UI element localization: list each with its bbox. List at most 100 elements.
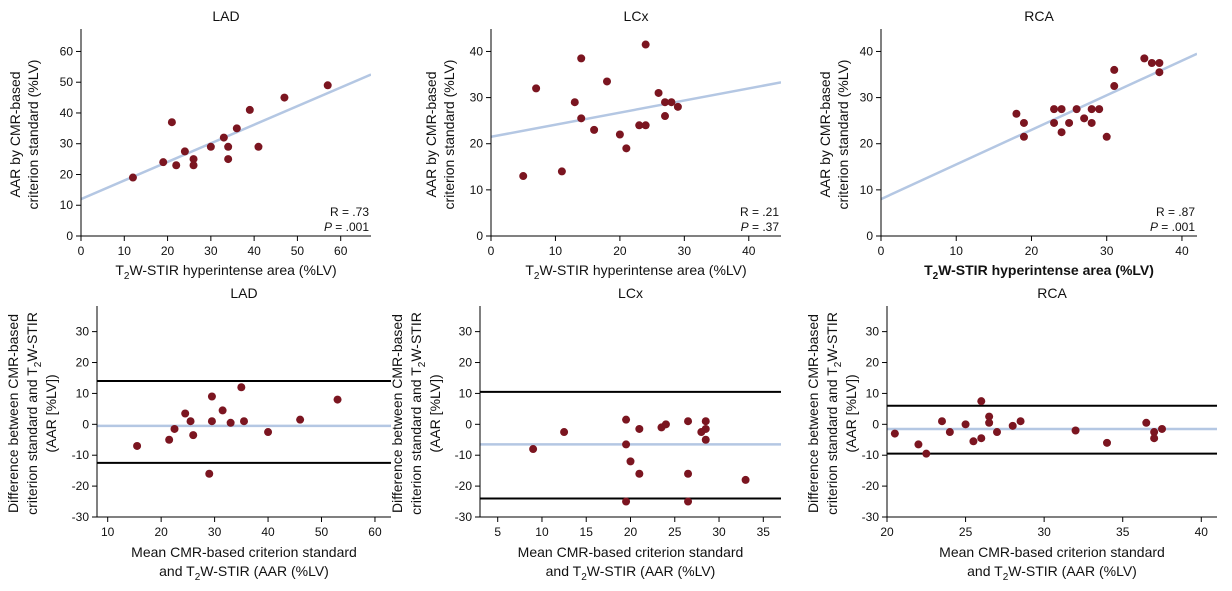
data-point xyxy=(667,98,676,107)
x-tick-label: 50 xyxy=(315,525,329,539)
data-point xyxy=(661,98,669,107)
y-tick-label: 20 xyxy=(459,356,473,370)
x-axis-label-rest: W-STIR (AAR (%LV) xyxy=(200,563,329,579)
x-tick-label: 30 xyxy=(208,525,222,539)
y-axis-label-rest: W-STIR xyxy=(408,312,424,362)
panel-title: LAD xyxy=(212,8,239,24)
y-tick-label: 0 xyxy=(465,417,472,431)
data-point xyxy=(296,415,305,424)
y-tick-label: 60 xyxy=(60,44,74,58)
data-point xyxy=(985,412,994,421)
x-tick-label: 30 xyxy=(1100,244,1114,258)
data-point xyxy=(245,105,254,114)
data-point xyxy=(701,417,710,426)
data-point xyxy=(654,88,663,97)
data-point xyxy=(189,155,198,164)
data-point xyxy=(519,172,528,181)
data-point xyxy=(684,417,693,426)
data-point xyxy=(615,130,624,139)
data-point xyxy=(1147,58,1156,67)
data-point xyxy=(603,77,611,86)
data-point xyxy=(661,112,669,121)
y-axis-label: (AAR [%LV]) xyxy=(427,374,443,452)
data-point xyxy=(622,415,631,424)
y-tick-label: 0 xyxy=(476,229,483,243)
y-tick-label: 10 xyxy=(860,183,874,197)
x-axis-label-subscript: 2 xyxy=(534,271,540,282)
x-axis-label: and T2W-STIR (AAR (%LV) xyxy=(967,563,1137,583)
data-point xyxy=(1095,105,1104,114)
y-tick-label: 0 xyxy=(872,417,879,431)
x-axis-label: T2W-STIR hyperintense area (%LV) xyxy=(924,262,1154,282)
data-point xyxy=(180,147,189,156)
x-axis-label-subscript: 2 xyxy=(124,271,130,282)
p-number: = .001 xyxy=(332,220,369,234)
data-point xyxy=(557,167,566,176)
x-axis-label: Mean CMR-based criterion standard xyxy=(518,544,744,560)
y-tick-label: 10 xyxy=(470,183,484,197)
data-point xyxy=(254,142,263,151)
x-axis-label-main: and T xyxy=(546,563,582,579)
y-tick-label: -10 xyxy=(455,448,473,462)
y-tick-label: 10 xyxy=(866,386,880,400)
y-tick-label: 30 xyxy=(866,325,880,339)
x-axis-label: Mean CMR-based criterion standard xyxy=(939,544,1165,560)
data-point xyxy=(1012,109,1021,118)
data-point xyxy=(938,417,946,426)
data-point xyxy=(237,383,246,392)
regression-line xyxy=(491,81,781,139)
data-point xyxy=(264,428,273,437)
r-value: R = .87 xyxy=(1156,205,1195,219)
y-axis-label-subscript: 2 xyxy=(33,361,44,367)
data-point xyxy=(635,424,644,433)
panel-6: RCA -30 -20 -10 0 10 20 30 20 25 30 35 40 Mean CMR-ba… xyxy=(805,285,1217,583)
panel-title: LAD xyxy=(230,285,257,301)
data-point xyxy=(189,431,198,440)
data-point xyxy=(1071,426,1080,435)
p-symbol: P xyxy=(1150,220,1158,234)
y-tick-label: -20 xyxy=(455,479,473,493)
data-point xyxy=(641,121,650,130)
x-tick-label: 20 xyxy=(1025,244,1039,258)
data-point xyxy=(226,418,235,427)
y-tick-label: 40 xyxy=(860,44,874,58)
data-point xyxy=(577,54,586,63)
y-axis-label-rest: W-STIR xyxy=(824,312,840,362)
y-tick-label: 30 xyxy=(60,137,74,151)
x-tick-label: 50 xyxy=(291,244,305,258)
y-axis-label: criterion standard and T2W-STIR xyxy=(824,312,844,515)
panel-title: LCx xyxy=(624,8,649,24)
x-tick-label: 15 xyxy=(580,525,594,539)
x-tick-label: 10 xyxy=(950,244,964,258)
x-axis-label: T2W-STIR hyperintense area (%LV) xyxy=(115,262,336,282)
data-point xyxy=(1150,434,1159,443)
data-point xyxy=(977,397,986,406)
data-point xyxy=(1072,105,1081,114)
data-point xyxy=(1150,428,1159,437)
x-axis-label-main: and T xyxy=(159,563,195,579)
y-axis-label-rest: W-STIR xyxy=(24,312,40,362)
data-point xyxy=(206,142,215,151)
x-tick-label: 5 xyxy=(494,525,501,539)
data-point xyxy=(167,118,176,127)
data-point xyxy=(186,417,195,426)
y-tick-label: 20 xyxy=(60,167,74,181)
x-tick-label: 35 xyxy=(757,525,771,539)
x-tick-label: 30 xyxy=(1037,525,1051,539)
y-axis-label-main: criterion standard and T xyxy=(408,367,424,515)
data-point xyxy=(532,84,541,93)
y-axis-label: AAR by CMR-based xyxy=(817,71,833,197)
data-point xyxy=(673,102,682,111)
y-axis-label-subscript: 2 xyxy=(417,361,428,367)
data-point xyxy=(333,395,342,404)
x-axis-label-rest: W-STIR (AAR (%LV) xyxy=(587,563,716,579)
y-tick-label: 30 xyxy=(860,91,874,105)
y-axis-label: criterion standard (%LV) xyxy=(441,60,457,210)
y-tick-label: 20 xyxy=(866,356,880,370)
x-tick-label: 40 xyxy=(1195,525,1209,539)
data-point xyxy=(697,428,706,437)
panel-title: RCA xyxy=(1024,8,1054,24)
y-axis-label: criterion standard and T2W-STIR xyxy=(24,312,44,515)
data-point xyxy=(1158,424,1166,433)
